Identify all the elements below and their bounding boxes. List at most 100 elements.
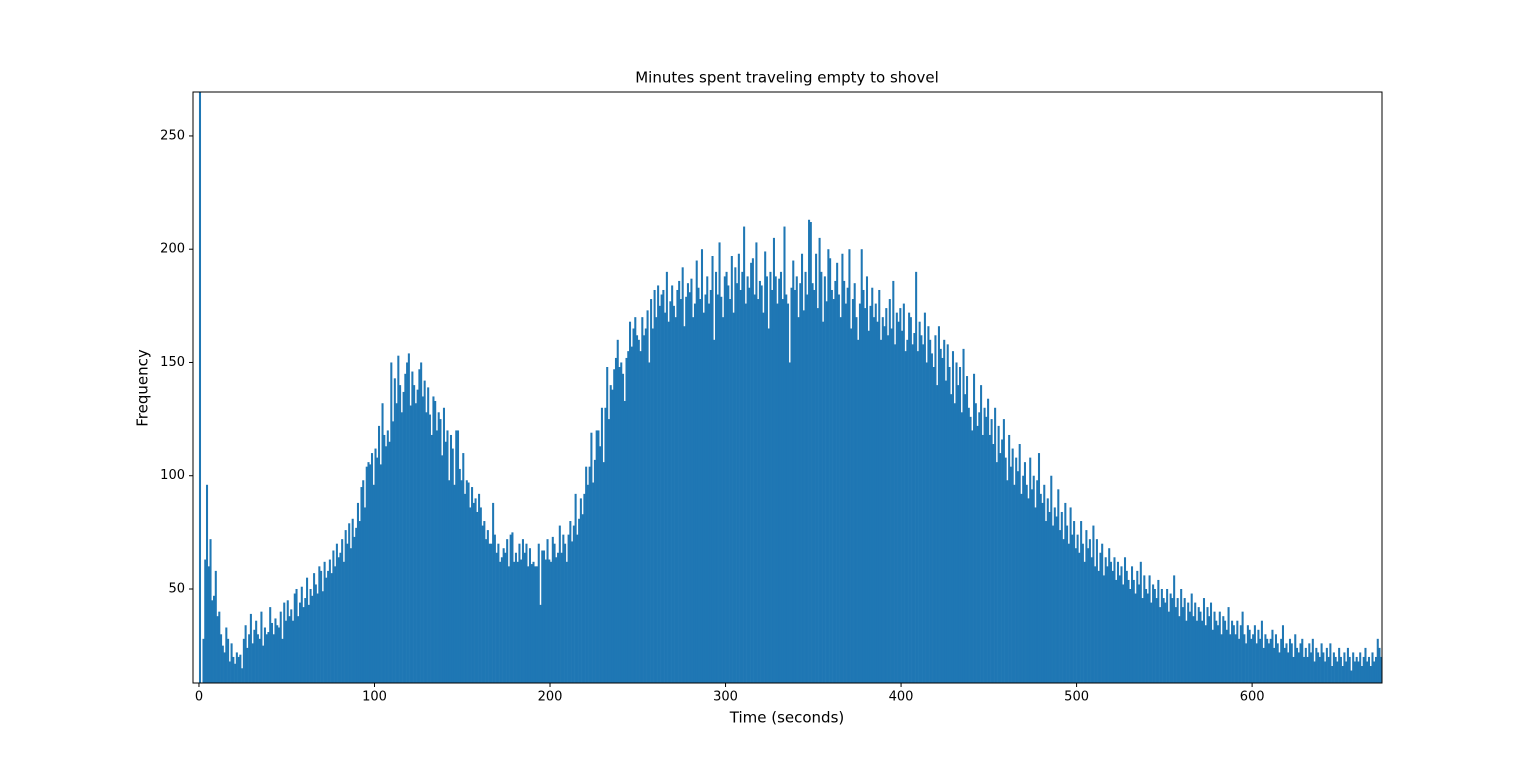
- bar: [551, 536, 554, 683]
- bar: [1048, 511, 1051, 683]
- bar: [964, 394, 967, 683]
- bar: [479, 507, 482, 683]
- bar: [953, 403, 956, 683]
- bar: [643, 335, 646, 683]
- bar: [1008, 434, 1011, 683]
- bar: [1269, 638, 1272, 683]
- bar: [957, 385, 960, 683]
- bar: [541, 550, 544, 683]
- bar: [1280, 638, 1283, 683]
- bar: [737, 253, 740, 683]
- bar: [1099, 552, 1102, 683]
- bar: [560, 552, 563, 683]
- bar: [251, 643, 254, 683]
- bar: [1192, 616, 1195, 683]
- bar: [767, 328, 770, 683]
- bar: [241, 668, 244, 683]
- bar: [844, 303, 847, 683]
- bar: [281, 638, 284, 683]
- bar: [771, 289, 774, 683]
- bar: [1188, 611, 1191, 683]
- bar: [376, 457, 379, 683]
- bar: [306, 577, 309, 683]
- bar: [1204, 625, 1207, 683]
- bar: [421, 396, 424, 683]
- bar: [1197, 607, 1200, 683]
- bar: [585, 466, 588, 683]
- bar: [1187, 602, 1190, 683]
- bar: [235, 652, 238, 683]
- bar: [279, 611, 282, 683]
- bar: [1181, 607, 1184, 683]
- bar: [1183, 598, 1186, 683]
- bar: [695, 260, 698, 683]
- bar: [334, 566, 337, 683]
- bar: [1169, 593, 1172, 683]
- bar: [1138, 584, 1141, 683]
- bar: [1044, 521, 1048, 683]
- bar: [330, 573, 333, 683]
- bar: [1166, 588, 1169, 683]
- bar: [997, 425, 1000, 683]
- bar: [202, 638, 205, 683]
- bar: [1088, 539, 1091, 683]
- bar: [607, 419, 610, 683]
- bar: [239, 654, 242, 683]
- bar: [1357, 661, 1360, 683]
- bar: [1113, 557, 1116, 683]
- bar: [1194, 602, 1197, 683]
- bar: [897, 321, 900, 683]
- bar: [246, 647, 249, 683]
- bar: [983, 407, 986, 683]
- bar: [249, 613, 252, 683]
- bar: [393, 378, 396, 683]
- bar: [388, 441, 391, 683]
- bar: [542, 550, 546, 683]
- bar: [1111, 570, 1114, 683]
- bar: [862, 289, 865, 683]
- bar: [1231, 620, 1234, 683]
- bar: [1266, 638, 1269, 683]
- bar: [980, 385, 983, 683]
- bar: [1262, 647, 1265, 683]
- bar: [683, 326, 686, 683]
- bar: [888, 299, 891, 683]
- bar: [1367, 656, 1371, 683]
- bar: [227, 638, 230, 683]
- bar: [707, 303, 711, 683]
- bar: [1283, 647, 1286, 683]
- bar: [1295, 647, 1299, 683]
- bar: [783, 226, 786, 683]
- bar: [955, 362, 958, 683]
- bar: [355, 527, 358, 683]
- bar: [1023, 462, 1026, 683]
- bar: [1134, 593, 1137, 683]
- bar: [1374, 656, 1378, 683]
- bar: [220, 634, 223, 683]
- bar: [1195, 620, 1198, 683]
- bar: [699, 299, 702, 683]
- bar: [971, 430, 974, 683]
- bar: [988, 434, 991, 683]
- bar: [344, 530, 347, 683]
- bar: [1085, 530, 1088, 683]
- bar: [462, 453, 465, 683]
- bar: [1171, 598, 1174, 683]
- bar: [341, 539, 344, 683]
- bar: [820, 271, 823, 683]
- bar: [990, 419, 993, 683]
- x-tick-label: 400: [889, 690, 914, 705]
- bar: [1153, 588, 1156, 683]
- bar: [1122, 584, 1125, 683]
- bar: [471, 487, 474, 683]
- bar: [390, 362, 393, 683]
- bar: [1004, 457, 1007, 683]
- bar: [418, 369, 421, 683]
- bar: [915, 271, 918, 683]
- y-axis-label: Frequency: [134, 349, 152, 427]
- bar: [1359, 652, 1362, 683]
- bar: [214, 570, 217, 683]
- bar: [869, 305, 872, 683]
- bar: [590, 432, 593, 683]
- bar: [404, 373, 407, 683]
